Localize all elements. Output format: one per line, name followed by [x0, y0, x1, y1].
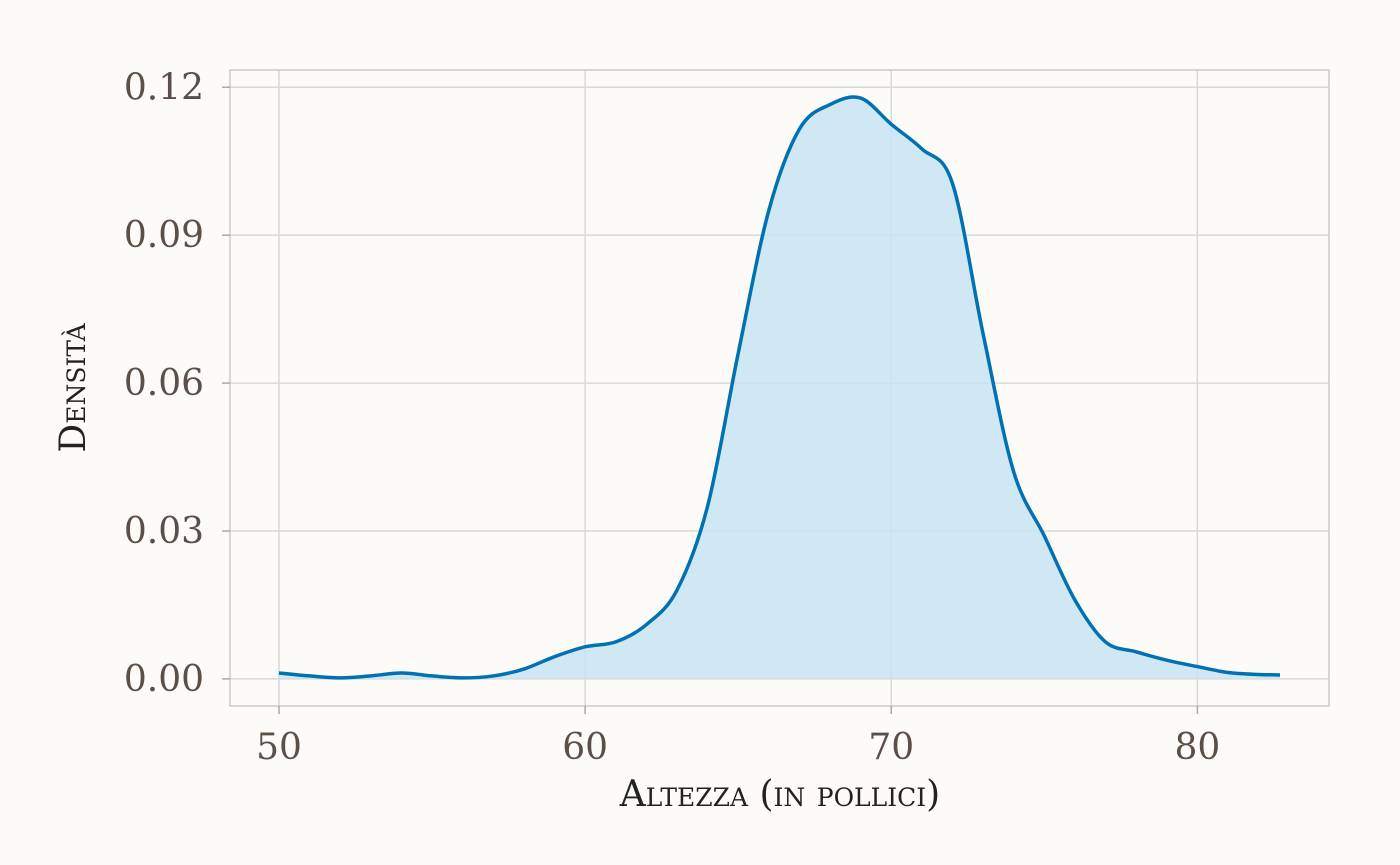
y-axis-ticks: 0.00 0.03 0.06 0.09 0.12: [124, 67, 230, 700]
x-axis-ticks: 50 60 70 80: [256, 706, 1220, 768]
x-axis-title: Altezza (in pollici): [619, 774, 940, 815]
y-tick-label: 0.09: [124, 215, 204, 256]
x-tick-label: 50: [256, 727, 302, 768]
y-tick-label: 0.06: [124, 363, 204, 404]
x-tick-label: 80: [1174, 727, 1220, 768]
y-axis-title: Densità: [53, 322, 94, 452]
x-tick-label: 70: [868, 727, 914, 768]
y-tick-label: 0.00: [124, 659, 204, 700]
density-area: [278, 96, 1281, 679]
density-line: [278, 95, 1281, 680]
y-tick-label: 0.12: [124, 67, 204, 108]
x-tick-label: 60: [562, 727, 608, 768]
y-tick-label: 0.03: [124, 511, 204, 552]
plot-panel-border: [229, 69, 1330, 707]
